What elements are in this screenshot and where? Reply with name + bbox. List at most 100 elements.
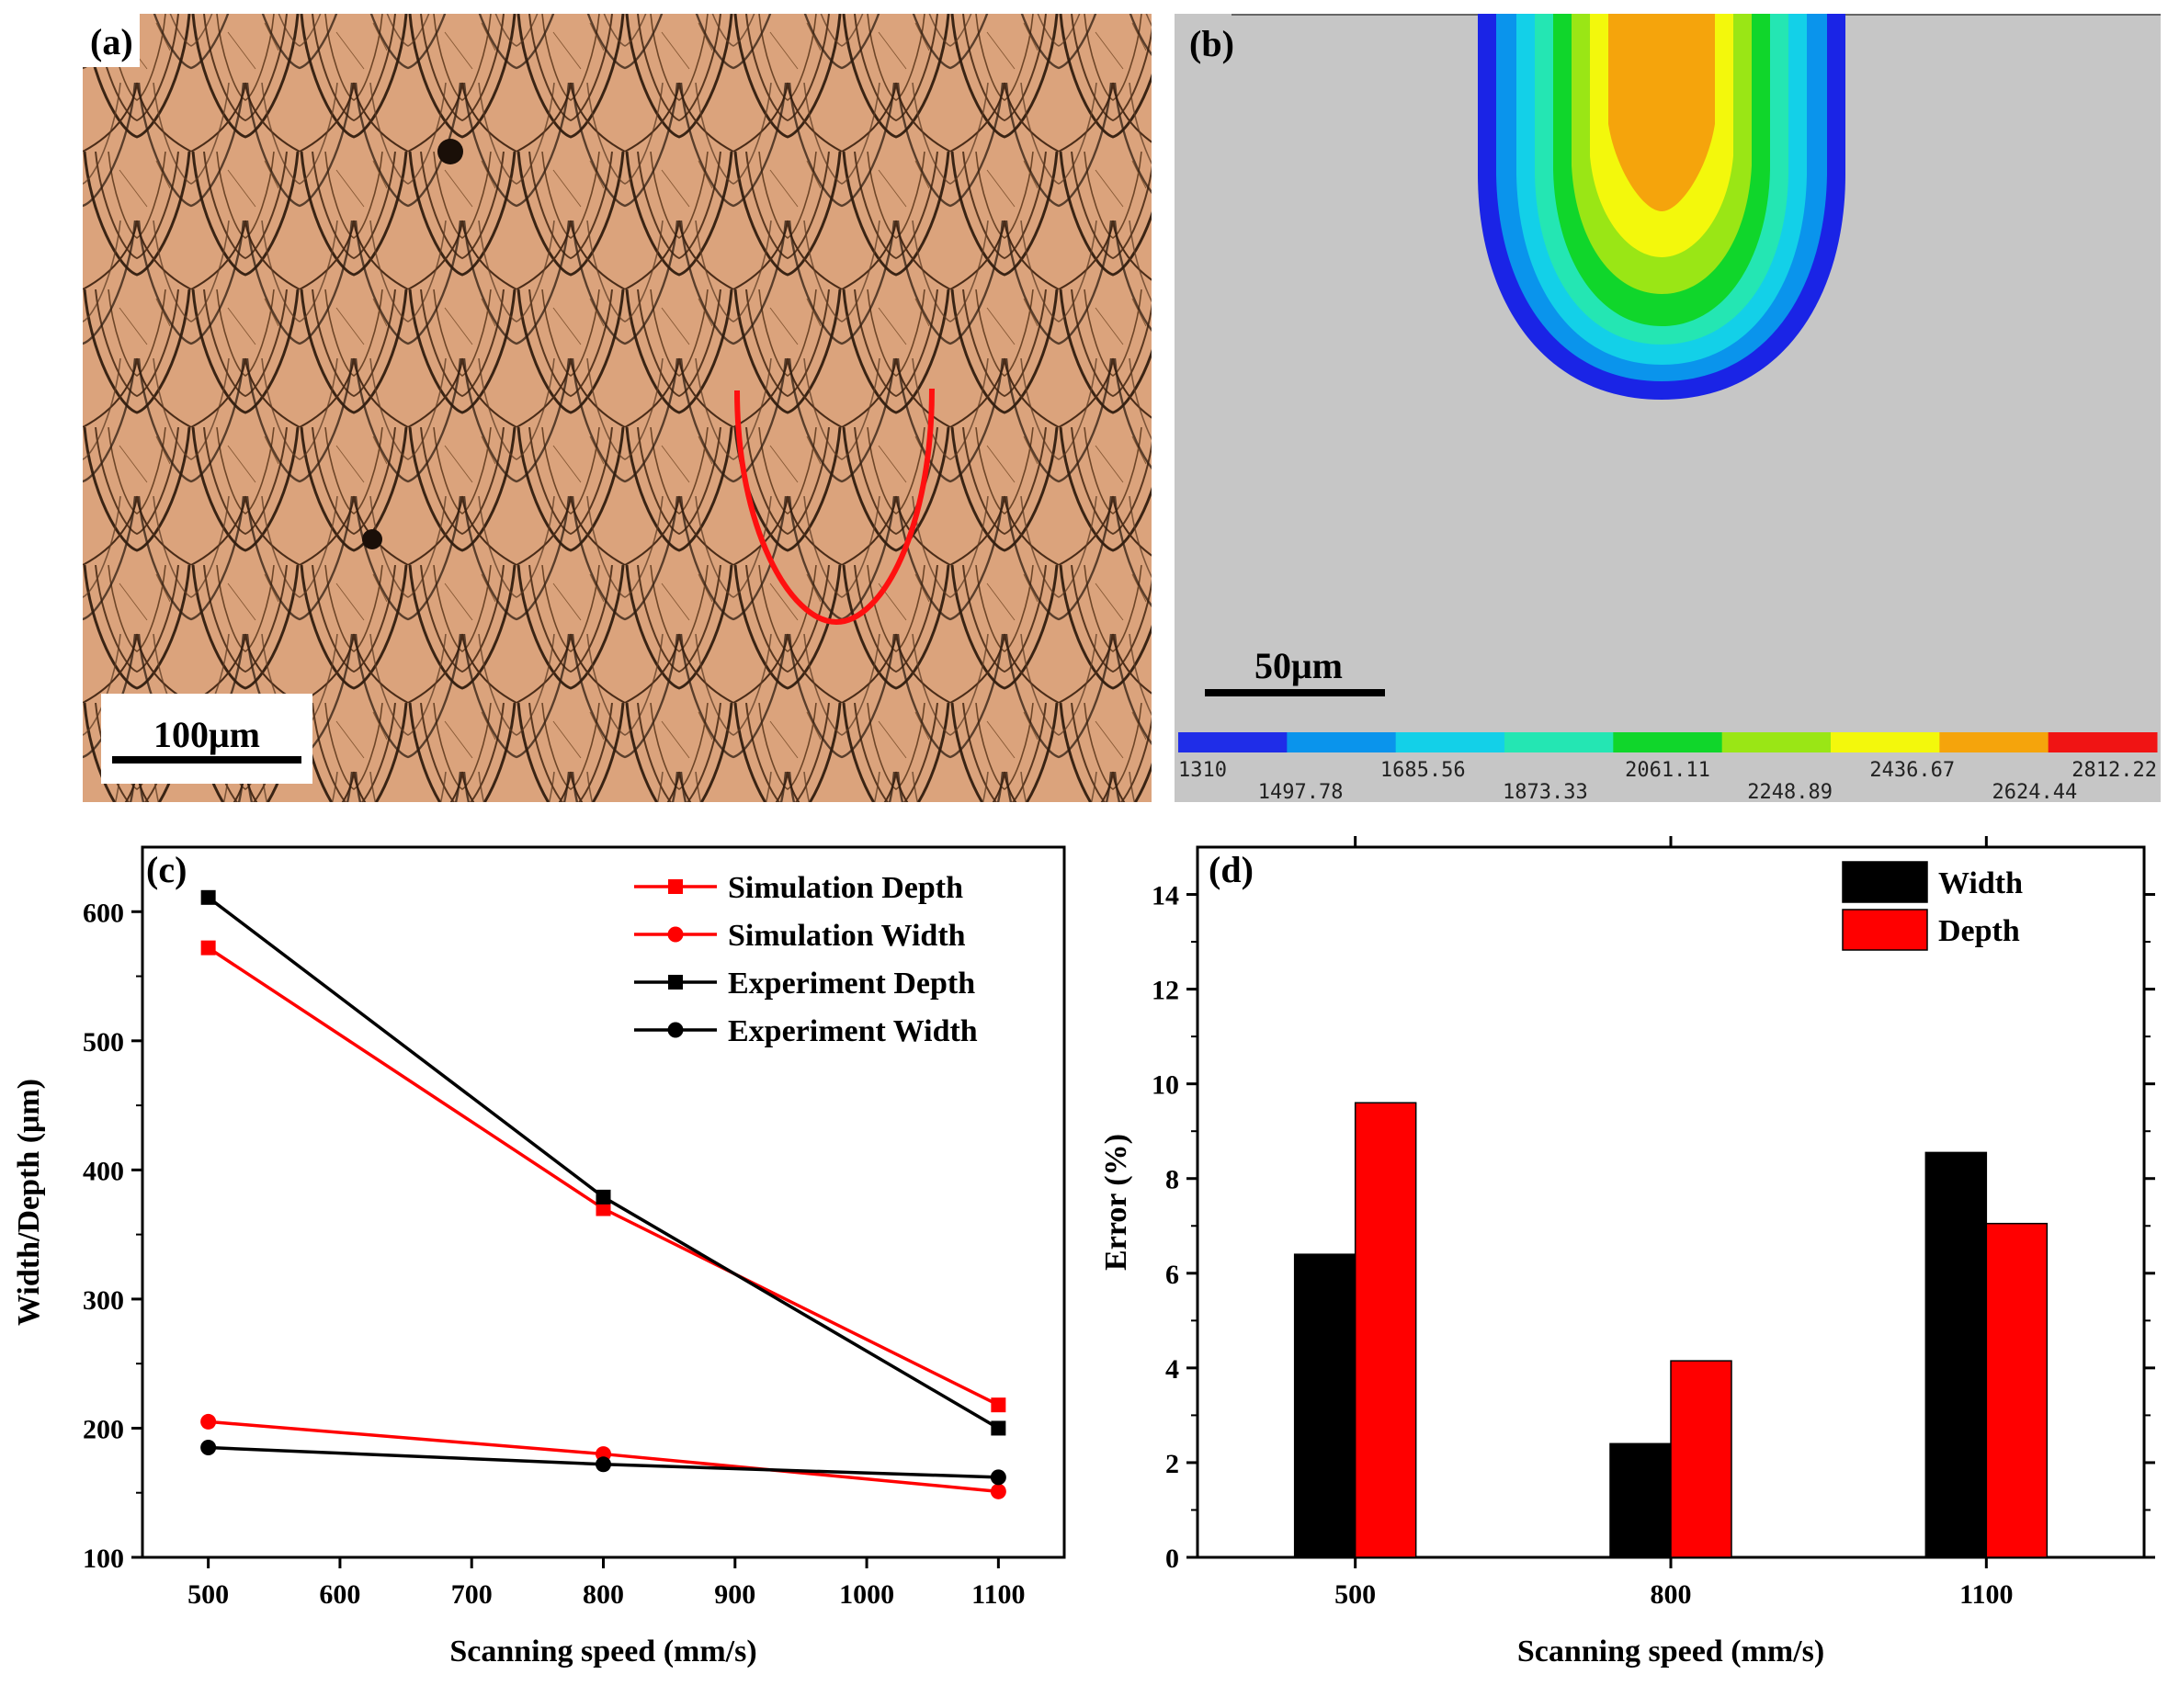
x-tick-label: 700 [451, 1579, 493, 1610]
simulation-image: 50μm 1310 1497.78 1685.56 1873.33 2061.11 224… [1175, 14, 2161, 802]
legend-entry: Depth [1842, 909, 2020, 951]
y-tick-label: 10 [1152, 1070, 1179, 1101]
y-tick-label: 500 [83, 1027, 124, 1058]
panel-label-a: (a) [90, 21, 133, 62]
colorbar-segment [1395, 732, 1505, 752]
panel-label-box [83, 14, 140, 67]
y-tick-label: 300 [83, 1285, 124, 1316]
bar-width [1293, 1253, 1356, 1558]
colorbar-segment [1287, 732, 1397, 752]
melt-pool-contours [1478, 14, 1845, 400]
panel-label-d: (d) [1209, 849, 1254, 890]
bar-chart: 0 2 4 6 8 10 12 14 500 800 1100 Width Depth (d) Sca… [1099, 836, 2155, 1668]
bar-chart-panel: 0 2 4 6 8 10 12 14 500 800 1100 Width Depth (d) Sca… [1089, 809, 2168, 1708]
scalebar-line-b [1205, 689, 1385, 696]
colorbar-label: 1310 [1178, 759, 1227, 782]
line-chart: 500 600 700 800 900 1000 1100 100 200 300 400 500 60… [12, 845, 1066, 1668]
data-point-square [200, 940, 216, 956]
x-tick-label: 500 [1334, 1579, 1376, 1610]
colorbar-label: 2812.22 [2072, 759, 2157, 782]
colorbar-segment [1178, 732, 1288, 752]
legend-entry: Experiment Depth [634, 967, 975, 1001]
colorbar-segment [1939, 732, 2049, 752]
colorbar-label: 2061.11 [1625, 759, 1710, 782]
data-point-square [596, 1189, 611, 1205]
y-tick-label: 2 [1165, 1449, 1179, 1479]
colorbar-label: 1497.78 [1258, 781, 1344, 802]
x-tick-label: 800 [583, 1579, 624, 1610]
x-tick-label: 500 [187, 1579, 229, 1610]
colorbar-segment [1613, 732, 1723, 752]
y-axis-title: Width/Depth (μm) [12, 1079, 46, 1326]
data-point-circle [667, 1022, 684, 1038]
data-point-square [668, 975, 683, 990]
colorbar-segment [1721, 732, 1832, 752]
y-tick-label: 4 [1165, 1354, 1179, 1385]
scalebar-label: 100μm [153, 714, 260, 755]
colorbar-segment [2048, 732, 2158, 752]
x-tick-label: 1100 [971, 1579, 1025, 1610]
x-tick-label: 600 [319, 1579, 360, 1610]
legend-entry: Experiment Width [634, 1014, 978, 1048]
data-point-square [596, 1201, 611, 1216]
legend-entry: Simulation Depth [634, 871, 963, 905]
scalebar-label-b: 50μm [1254, 645, 1343, 686]
scalebar-box [101, 694, 312, 784]
bar-width [1609, 1442, 1672, 1558]
y-tick-label: 8 [1165, 1165, 1179, 1195]
colorbar-label: 2436.67 [1869, 759, 1955, 782]
scalebar-line [112, 756, 301, 764]
micrograph-panel: (a) 100μm [83, 14, 1152, 802]
data-point-square [991, 1420, 1006, 1436]
data-point-square [668, 879, 683, 894]
colorbar-label: 2248.89 [1747, 781, 1833, 802]
data-point-circle [200, 1413, 217, 1430]
series-simulation-width [200, 1413, 1006, 1499]
legend-swatch [1842, 909, 1928, 951]
data-point-circle [990, 1469, 1006, 1486]
y-tick-label: 600 [83, 898, 124, 928]
panel-label-b: (b) [1189, 23, 1234, 64]
x-axis-title: Scanning speed (mm/s) [1517, 1634, 1824, 1668]
y-tick-label: 200 [83, 1414, 124, 1444]
x-tick-label: 800 [1651, 1579, 1692, 1610]
data-point-circle [667, 926, 684, 943]
x-tick-label: 1100 [1959, 1579, 2013, 1610]
micrograph-image: (a) 100μm [83, 14, 1152, 802]
y-tick-label: 0 [1165, 1544, 1179, 1574]
colorbar-label: 2624.44 [1992, 781, 2078, 802]
data-point-circle [200, 1440, 217, 1456]
line-chart-panel: 500 600 700 800 900 1000 1100 100 200 300 400 500 60… [0, 809, 1089, 1708]
legend-entry: Width [1842, 861, 2023, 903]
panel-label-box-b [1175, 14, 1232, 67]
data-point-square [991, 1397, 1006, 1413]
legend-label: Simulation Width [728, 919, 966, 953]
bar-depth [1985, 1222, 2049, 1558]
panel-label-c: (c) [146, 849, 187, 890]
bar-depth [1354, 1102, 1417, 1558]
legend-label: Experiment Depth [728, 967, 975, 1001]
series-simulation-depth [200, 940, 1006, 1413]
legend-entry: Simulation Width [634, 919, 966, 953]
y-tick-label: 400 [83, 1156, 124, 1186]
x-axis-title: Scanning speed (mm/s) [449, 1634, 756, 1668]
legend-label: Experiment Width [728, 1014, 978, 1048]
legend-label: Depth [1938, 914, 2020, 948]
pore-2 [362, 529, 382, 549]
temperature-colorbar: 1310 1497.78 1685.56 1873.33 2061.11 2248.89 2… [1178, 732, 2158, 802]
y-axis-title: Error (%) [1099, 1134, 1133, 1271]
simulation-panel: 50μm 1310 1497.78 1685.56 1873.33 2061.11 224… [1175, 14, 2161, 802]
series-experiment-depth [200, 889, 1006, 1436]
x-tick-label: 1000 [839, 1579, 894, 1610]
bar-depth [1670, 1360, 1732, 1558]
data-point-circle [596, 1456, 611, 1473]
colorbar-label: 1685.56 [1380, 759, 1466, 782]
melt-pool-outline [734, 388, 935, 626]
series-experiment-width [200, 1440, 1006, 1486]
colorbar-label: 1873.33 [1503, 781, 1588, 802]
y-tick-label: 6 [1165, 1260, 1179, 1290]
data-point-circle [990, 1483, 1006, 1499]
y-tick-label: 14 [1152, 881, 1179, 911]
legend-label: Simulation Depth [728, 871, 963, 905]
bar-width [1924, 1151, 1988, 1558]
